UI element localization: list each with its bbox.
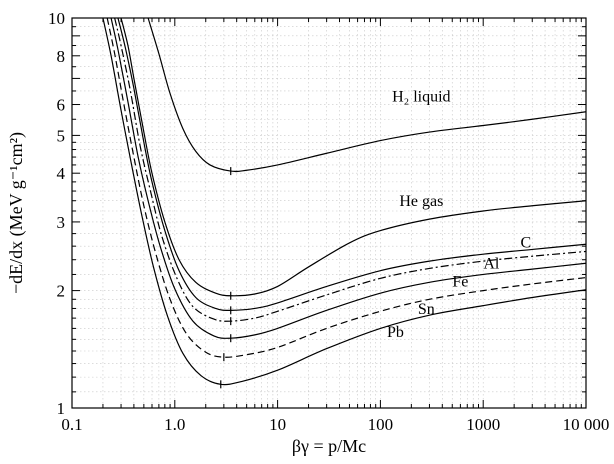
y-tick-label: 5 <box>57 126 66 145</box>
series-line-6 <box>102 17 587 386</box>
series-line-4 <box>110 17 587 339</box>
x-tick-label: 10 000 <box>563 415 610 434</box>
series-label: Al <box>483 255 500 272</box>
series-labels: H₂ liquid He gas C Al Fe Sn Pb <box>387 89 531 341</box>
y-tick-label: 10 <box>48 9 65 28</box>
series-label: C <box>521 234 532 251</box>
y-axis-label: −dE/dx (MeV g⁻¹cm²) <box>6 132 27 294</box>
y-tick-label: 1 <box>57 399 66 418</box>
x-tick-label: 100 <box>368 415 394 434</box>
y-axis-ticks: 1 2 3 4 5 6 8 10 <box>48 9 586 418</box>
y-tick-label: 3 <box>57 213 66 232</box>
x-tick-label: 10 <box>269 415 286 434</box>
series-label: Sn <box>418 301 435 318</box>
curves <box>102 17 587 389</box>
series-line-0 <box>147 17 587 173</box>
grid <box>72 18 586 408</box>
series-label: Pb <box>387 324 404 341</box>
x-tick-label: 1000 <box>466 415 500 434</box>
series-label: Fe <box>452 273 468 290</box>
x-tick-label: 0.1 <box>61 415 82 434</box>
x-axis-ticks: 0.1 1.0 10 100 1000 10 000 <box>61 18 609 434</box>
series-label: H₂ liquid <box>392 89 450 106</box>
y-tick-label: 6 <box>57 96 66 115</box>
series-label: He gas <box>399 193 443 210</box>
series-line-2 <box>117 17 587 311</box>
series-line-5 <box>106 17 587 358</box>
x-axis-label: βγ = p/Mc <box>292 436 366 456</box>
x-tick-label: 1.0 <box>164 415 185 434</box>
y-tick-label: 8 <box>57 47 66 66</box>
plot-frame <box>71 17 587 409</box>
series-line-3 <box>114 17 587 322</box>
y-tick-label: 4 <box>57 164 66 183</box>
y-tick-label: 2 <box>57 282 66 301</box>
